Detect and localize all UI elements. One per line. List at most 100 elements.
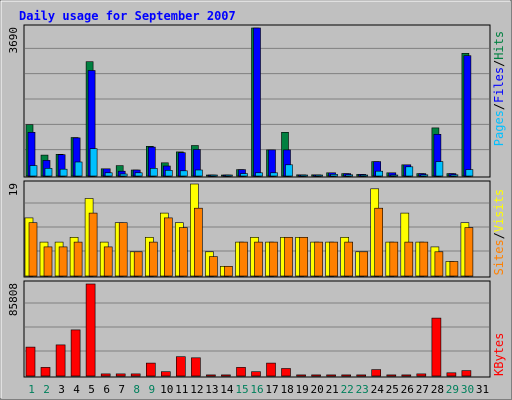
series-pages	[29, 148, 474, 177]
bar-files-day-30	[463, 55, 472, 177]
bar-kbytes-day-17	[266, 362, 276, 377]
panel-kbytes-legend: KBytes	[492, 333, 506, 376]
bar-kbytes-day-5	[85, 283, 96, 377]
legend-separator: /	[492, 103, 506, 110]
legend-label-sites: Sites	[492, 239, 506, 275]
bar-kbytes-day-30	[461, 370, 472, 377]
day-label: 24	[371, 383, 385, 396]
bar-sites-day-1	[28, 222, 38, 277]
bar-pages-day-21	[330, 174, 338, 177]
bar-pages-day-1	[29, 165, 38, 177]
bar-sites-day-29	[449, 261, 459, 277]
day-label: 14	[220, 383, 234, 396]
bar-pages-day-20	[315, 174, 323, 177]
bar-sites-day-8	[133, 251, 143, 277]
day-label: 28	[431, 383, 444, 396]
day-label: 6	[103, 383, 110, 396]
day-label: 22	[341, 383, 354, 396]
day-axis-labels: 1 2 3 4 5 6 7 8 9 10 11 12 13 14 15 16 17 18 19 20 21 22 23 24 2…	[28, 383, 489, 396]
day-label: 25	[386, 383, 399, 396]
bar-kbytes-day-2	[40, 367, 51, 377]
bar-pages-day-23	[360, 174, 369, 177]
day-label: 8	[133, 383, 140, 396]
bar-sites-day-18	[284, 237, 293, 277]
panel-hits-max-label: 3690	[7, 27, 20, 54]
bar-sites-day-9	[149, 241, 158, 277]
bar-sites-day-23	[359, 251, 369, 277]
bar-kbytes-day-15	[236, 367, 246, 377]
bar-files-day-17	[268, 149, 276, 177]
day-label: 26	[401, 383, 414, 396]
day-label: 17	[265, 383, 278, 396]
legend-label-files: Files	[492, 67, 506, 103]
bar-sites-day-16	[254, 241, 263, 277]
panel-kbytes-max-label: 85808	[7, 283, 20, 316]
day-label: 21	[326, 383, 339, 396]
day-label: 11	[175, 383, 188, 396]
bar-kbytes-day-10	[161, 371, 171, 377]
bar-kbytes-day-7	[115, 373, 126, 377]
day-label: 13	[205, 383, 218, 396]
day-label: 4	[73, 383, 80, 396]
day-label: 9	[148, 383, 155, 396]
legend-label-hits: Hits	[492, 31, 506, 60]
panel-kbytes-background	[23, 280, 491, 378]
bar-pages-day-4	[74, 161, 83, 177]
panel-hits-legend: Pages/Files/Hits	[492, 31, 506, 146]
bar-kbytes-day-13	[206, 374, 216, 377]
bar-sites-day-25	[389, 241, 399, 277]
bar-pages-day-3	[59, 168, 68, 177]
bar-sites-day-3	[58, 246, 68, 277]
legend-separator: /	[492, 232, 506, 239]
bar-pages-day-18	[285, 164, 293, 177]
bar-kbytes-day-3	[55, 344, 66, 377]
day-label: 10	[160, 383, 173, 396]
day-label: 12	[190, 383, 203, 396]
bar-pages-day-9	[150, 168, 158, 177]
day-label: 18	[280, 383, 293, 396]
series-sites	[28, 207, 474, 277]
bar-kbytes-day-14	[221, 374, 231, 377]
bar-pages-day-22	[345, 174, 354, 177]
bar-sites-day-30	[464, 227, 474, 277]
bar-kbytes-day-27	[416, 373, 427, 377]
bar-kbytes-day-22	[341, 374, 352, 377]
bar-pages-day-5	[89, 148, 98, 177]
day-label: 7	[118, 383, 125, 396]
day-label: 15	[235, 383, 248, 396]
bar-sites-day-11	[179, 227, 188, 277]
bar-sites-day-21	[329, 241, 338, 277]
bar-pages-day-13	[210, 174, 218, 177]
bar-pages-day-15	[240, 173, 248, 177]
bar-pages-day-8	[134, 172, 143, 177]
bar-sites-day-19	[299, 237, 308, 277]
series-kbytes	[25, 283, 472, 377]
bar-sites-day-28	[434, 251, 444, 277]
bar-pages-day-28	[435, 161, 444, 177]
bar-pages-day-12	[195, 169, 203, 177]
bar-sites-day-10	[164, 217, 173, 277]
bar-pages-day-25	[390, 174, 399, 177]
bar-sites-day-26	[404, 241, 414, 277]
bar-sites-day-24	[374, 207, 384, 277]
bar-sites-day-15	[239, 241, 248, 277]
day-label: 2	[43, 383, 50, 396]
bar-pages-day-7	[119, 173, 128, 177]
bar-sites-day-14	[224, 265, 233, 277]
day-label: 1	[28, 383, 35, 396]
bar-sites-day-20	[314, 241, 323, 277]
bar-kbytes-day-23	[356, 374, 367, 377]
bar-kbytes-day-6	[100, 373, 111, 377]
bar-pages-day-14	[225, 174, 233, 177]
bar-pages-day-17	[270, 172, 278, 177]
bar-pages-day-24	[375, 170, 384, 177]
bar-pages-day-30	[465, 169, 474, 177]
bar-kbytes-day-9	[146, 362, 156, 377]
day-label: 23	[356, 383, 369, 396]
day-label: 27	[416, 383, 429, 396]
bar-kbytes-day-26	[401, 374, 412, 377]
bar-sites-day-7	[118, 222, 128, 277]
chart-title: Daily usage for September 2007	[19, 9, 236, 23]
